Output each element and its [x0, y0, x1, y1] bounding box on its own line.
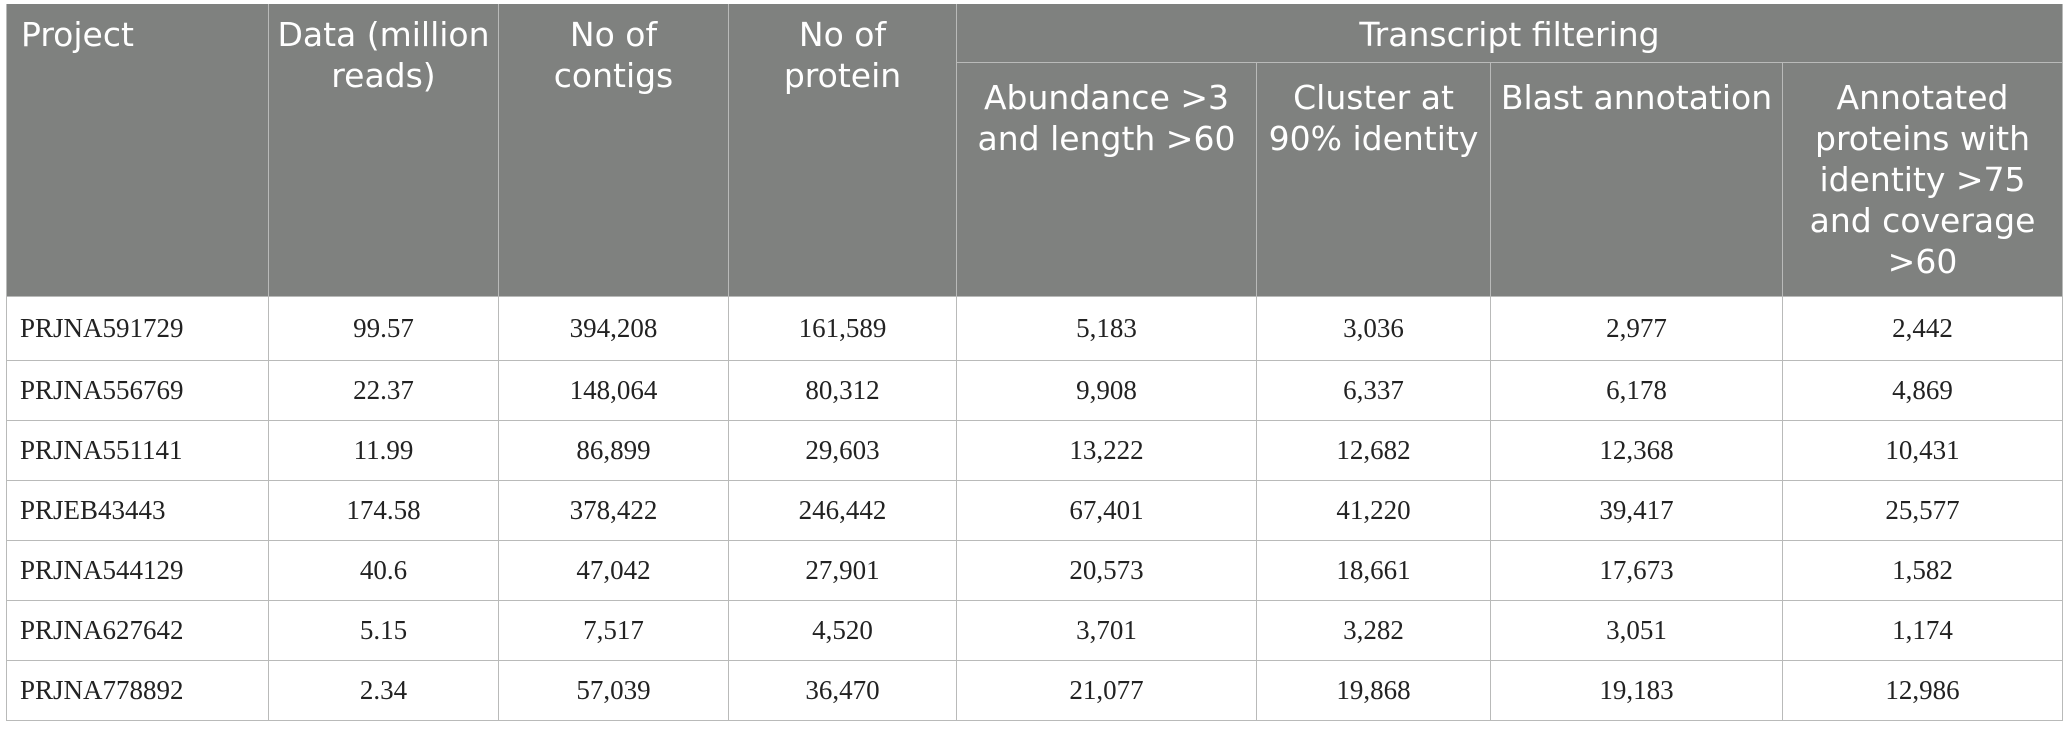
cell-data: 5.15	[268, 599, 499, 661]
cell-protein: 36,470	[728, 659, 957, 721]
cell-protein: 80,312	[728, 359, 957, 421]
cell-protein: 246,442	[728, 479, 957, 541]
cell-project: PRJNA544129	[6, 539, 269, 601]
header-blast: Blast annotation	[1490, 62, 1783, 296]
cell-blast: 3,051	[1490, 599, 1783, 661]
cell-data: 40.6	[268, 539, 499, 601]
cell-annotated: 12,986	[1781, 659, 2064, 721]
cell-annotated: 4,869	[1781, 359, 2064, 421]
cell-blast: 6,178	[1490, 359, 1783, 421]
cell-contigs: 86,899	[498, 419, 729, 481]
table-row: PRJNA591729 99.57 394,208 161,589 5,183 …	[6, 295, 2064, 361]
cell-abundance: 5,183	[956, 295, 1257, 361]
table-row: PRJEB43443 174.58 378,422 246,442 67,401…	[6, 479, 2064, 541]
cell-cluster: 41,220	[1256, 479, 1491, 541]
transcript-filtering-table: Project Data (million reads) No of conti…	[6, 4, 2064, 721]
cell-project: PRJNA556769	[6, 359, 269, 421]
cell-project: PRJNA591729	[6, 295, 269, 361]
cell-abundance: 3,701	[956, 599, 1257, 661]
cell-protein: 161,589	[728, 295, 957, 361]
header-protein: No of protein	[728, 4, 957, 296]
cell-contigs: 378,422	[498, 479, 729, 541]
cell-contigs: 394,208	[498, 295, 729, 361]
cell-protein: 29,603	[728, 419, 957, 481]
cell-cluster: 19,868	[1256, 659, 1491, 721]
cell-contigs: 47,042	[498, 539, 729, 601]
cell-annotated: 2,442	[1781, 295, 2064, 361]
cell-abundance: 13,222	[956, 419, 1257, 481]
cell-contigs: 57,039	[498, 659, 729, 721]
header-contigs: No of contigs	[498, 4, 729, 296]
cell-project: PRJNA627642	[6, 599, 269, 661]
header-row-sub: Abundance >3 and length >60 Cluster at 9…	[7, 62, 2064, 296]
header-abundance: Abundance >3 and length >60	[956, 62, 1257, 296]
data-table-container: Project Data (million reads) No of conti…	[6, 4, 2064, 721]
table-row: PRJNA544129 40.6 47,042 27,901 20,573 18…	[6, 539, 2064, 601]
header-row-top: Project Data (million reads) No of conti…	[6, 4, 2064, 296]
cell-cluster: 3,036	[1256, 295, 1491, 361]
cell-project: PRJNA551141	[6, 419, 269, 481]
cell-data: 174.58	[268, 479, 499, 541]
cell-abundance: 67,401	[956, 479, 1257, 541]
cell-abundance: 9,908	[956, 359, 1257, 421]
cell-annotated: 1,174	[1781, 599, 2064, 661]
cell-contigs: 7,517	[498, 599, 729, 661]
cell-blast: 19,183	[1490, 659, 1783, 721]
cell-data: 99.57	[268, 295, 499, 361]
table-row: PRJNA778892 2.34 57,039 36,470 21,077 19…	[6, 659, 2064, 721]
cell-cluster: 6,337	[1256, 359, 1491, 421]
cell-data: 2.34	[268, 659, 499, 721]
table-row: PRJNA627642 5.15 7,517 4,520 3,701 3,282…	[6, 599, 2064, 661]
cell-annotated: 1,582	[1781, 539, 2064, 601]
header-transcript-filtering: Transcript filtering	[955, 4, 2064, 63]
cell-annotated: 10,431	[1781, 419, 2064, 481]
cell-abundance: 21,077	[956, 659, 1257, 721]
cell-cluster: 12,682	[1256, 419, 1491, 481]
cell-blast: 39,417	[1490, 479, 1783, 541]
header-cluster: Cluster at 90% identity	[1256, 62, 1491, 296]
table-row: PRJNA556769 22.37 148,064 80,312 9,908 6…	[6, 359, 2064, 421]
cell-protein: 4,520	[728, 599, 957, 661]
cell-protein: 27,901	[728, 539, 957, 601]
cell-cluster: 18,661	[1256, 539, 1491, 601]
cell-abundance: 20,573	[956, 539, 1257, 601]
table-row: PRJNA551141 11.99 86,899 29,603 13,222 1…	[6, 419, 2064, 481]
cell-blast: 17,673	[1490, 539, 1783, 601]
cell-blast: 2,977	[1490, 295, 1783, 361]
header-data: Data (million reads)	[268, 4, 499, 296]
cell-annotated: 25,577	[1781, 479, 2064, 541]
cell-blast: 12,368	[1490, 419, 1783, 481]
cell-contigs: 148,064	[498, 359, 729, 421]
cell-data: 22.37	[268, 359, 499, 421]
cell-cluster: 3,282	[1256, 599, 1491, 661]
header-project: Project	[6, 4, 269, 296]
cell-project: PRJNA778892	[6, 659, 269, 721]
cell-data: 11.99	[268, 419, 499, 481]
cell-project: PRJEB43443	[6, 479, 269, 541]
header-annotated: Annotated proteins with identity >75 and…	[1781, 62, 2064, 296]
